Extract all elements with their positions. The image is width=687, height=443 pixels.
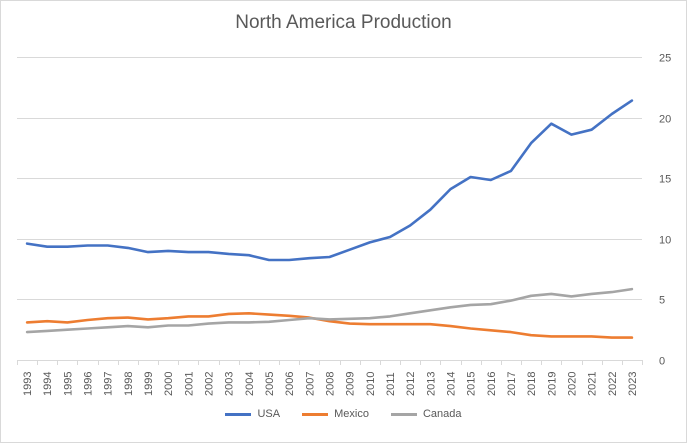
- y-tick-label: 15: [659, 174, 671, 186]
- x-tick-label: 2008: [325, 372, 337, 396]
- legend-label: Mexico: [334, 408, 369, 420]
- y-tick-label: 25: [659, 53, 671, 65]
- x-axis: [17, 360, 643, 365]
- data-series: [25, 99, 634, 339]
- x-tick-label: 1995: [62, 372, 74, 396]
- y-tick-label: 20: [659, 114, 671, 126]
- x-axis-tick-labels: 1993 1994 1995 1996 1997 1998 1999 2000 2001 2002…: [22, 372, 639, 396]
- gridlines: [17, 57, 642, 300]
- legend-label: USA: [257, 408, 281, 420]
- x-tick-label: 2003: [224, 372, 236, 396]
- series-line-canada: [25, 287, 634, 334]
- x-tick-label: 2010: [365, 372, 377, 396]
- x-tick-label: 2017: [506, 372, 518, 396]
- x-tick-label: 2023: [627, 372, 639, 396]
- x-tick-label: 2020: [566, 372, 578, 396]
- x-tick-label: 2000: [163, 372, 175, 396]
- x-tick-label: 2012: [405, 372, 417, 396]
- legend-swatch: [302, 412, 329, 416]
- x-tick-label: 2013: [425, 372, 437, 396]
- legend-label: Canada: [422, 408, 462, 420]
- y-axis-tick-labels: 0 5 10 15 20 25: [659, 53, 671, 368]
- series-line-mexico: [25, 311, 634, 339]
- x-tick-label: 1997: [103, 372, 115, 396]
- x-tick-label: 2018: [526, 372, 538, 396]
- x-tick-label: 2016: [486, 372, 498, 396]
- x-tick-label: 2004: [244, 372, 256, 396]
- x-tick-label: 2005: [264, 372, 276, 396]
- legend-item-mexico: Mexico: [302, 408, 369, 420]
- x-tick-label: 2006: [284, 372, 296, 396]
- legend-swatch: [225, 412, 252, 416]
- chart-title: North America Production: [235, 12, 452, 33]
- x-tick-label: 1996: [83, 372, 95, 396]
- series-line-usa: [25, 99, 634, 262]
- legend-item-canada: Canada: [390, 408, 462, 420]
- legend: USA Mexico Canada: [0, 408, 687, 420]
- x-tick-label: 2002: [204, 372, 216, 396]
- x-tick-label: 1998: [123, 372, 135, 396]
- y-tick-label: 10: [659, 235, 671, 247]
- x-tick-label: 2014: [445, 372, 457, 396]
- y-tick-label: 0: [659, 356, 665, 368]
- x-tick-label: 2021: [587, 372, 599, 396]
- x-tick-label: 2001: [183, 372, 195, 396]
- x-tick-label: 1993: [22, 372, 34, 396]
- x-tick-label: 1994: [42, 372, 54, 396]
- legend-item-usa: USA: [225, 408, 280, 420]
- legend-swatch: [390, 412, 417, 416]
- y-tick-label: 5: [659, 295, 665, 307]
- x-tick-label: 2011: [385, 372, 397, 396]
- x-tick-label: 2022: [607, 372, 619, 396]
- x-tick-label: 1999: [143, 372, 155, 396]
- x-tick-label: 2019: [546, 372, 558, 396]
- x-tick-label: 2015: [466, 372, 478, 396]
- x-tick-label: 2007: [304, 372, 316, 396]
- x-tick-label: 2009: [345, 372, 357, 396]
